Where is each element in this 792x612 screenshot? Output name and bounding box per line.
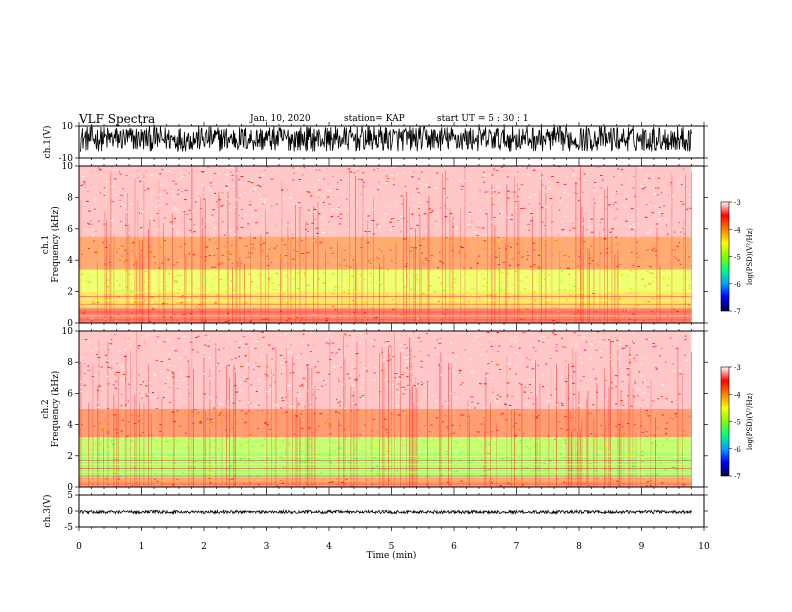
spectrogram-panel-ch2 xyxy=(79,331,692,487)
xtick-label-5: 5 xyxy=(389,542,395,552)
colorbar-tick-1-2: -5 xyxy=(734,254,741,262)
colorbar-tick-2-2: -5 xyxy=(734,419,741,427)
colorbar-tick-1-1: -4 xyxy=(734,226,741,234)
ytick-label-3-0: 0 xyxy=(67,483,73,493)
panel-frame-3: 0 2 4 6 8 10 ch.2 Frequency (kHz) xyxy=(41,327,708,493)
colorbar-2: -3 -4 -5 -6 -7 log(PSD)(V²/Hz) xyxy=(720,364,754,481)
xtick-label-0: 0 xyxy=(76,542,82,552)
xtick-label-9: 9 xyxy=(639,542,645,552)
xtick-label-1: 1 xyxy=(139,542,145,552)
xtick-label-6: 6 xyxy=(451,542,457,552)
ytick-label-2-5: 10 xyxy=(62,162,74,172)
ytick-label-3-1: 2 xyxy=(67,452,73,462)
station-label: station= KAP xyxy=(344,114,405,124)
colorbar-tick-1-3: -6 xyxy=(734,281,741,289)
xtick-label-7: 7 xyxy=(514,542,520,552)
ylabel-frequency-2: Frequency (kHz) xyxy=(50,206,61,283)
ytick-label-4-2: -5 xyxy=(64,523,73,533)
ytick-label-2-1: 2 xyxy=(67,288,73,298)
ytick-label-2-3: 6 xyxy=(67,225,73,235)
colorbar-gradient-1 xyxy=(720,201,730,312)
spectrogram-band-ch2-3 xyxy=(79,409,692,438)
colorbar-tick-1-4: -7 xyxy=(734,308,741,316)
waveform-trace-ch1 xyxy=(79,124,692,153)
xtick-label-4: 4 xyxy=(326,542,332,552)
colorbar-tick-1-0: -3 xyxy=(734,199,741,207)
xtick-label-8: 8 xyxy=(576,542,582,552)
ytick-label-3-4: 8 xyxy=(67,358,73,368)
colorbar-tick-2-0: -3 xyxy=(734,364,741,372)
x-axis: 0 1 2 3 4 5 6 7 8 9 10 Time (min) xyxy=(76,542,710,561)
ytick-label-1-1: -10 xyxy=(59,154,74,164)
colorbar-label-2: log(PSD)(V²/Hz) xyxy=(746,393,754,450)
spectrogram-panel-ch1 xyxy=(79,166,692,323)
ytick-label-2-4: 8 xyxy=(67,193,73,203)
ytick-label-1-0: 10 xyxy=(62,122,74,132)
colorbar-tick-2-4: -7 xyxy=(734,473,741,481)
ylabel-channel-3: ch.2 xyxy=(41,399,51,418)
start-ut-label: start UT = 5 : 30 : 1 xyxy=(437,114,529,124)
x-axis-label: Time (min) xyxy=(367,550,417,561)
colorbar-1: -3 -4 -5 -6 -7 log(PSD)(V²/Hz) xyxy=(720,199,754,316)
ytick-label-2-0: 0 xyxy=(67,319,73,329)
colorbar-tick-2-3: -6 xyxy=(734,446,741,454)
ytick-label-3-2: 4 xyxy=(67,421,73,431)
spectrogram-band-ch1-4 xyxy=(79,166,692,237)
chart-title: VLF Spectra xyxy=(79,112,156,126)
ytick-label-4-0: 5 xyxy=(67,491,73,501)
xtick-label-3: 3 xyxy=(264,542,270,552)
ytick-label-3-3: 6 xyxy=(67,389,73,399)
panel-frame-2: 0 2 4 6 8 10 ch.1 Frequency (kHz) xyxy=(41,162,708,329)
ytick-label-3-5: 10 xyxy=(62,327,74,337)
ytick-label-2-2: 4 xyxy=(67,256,73,266)
panel-frame-1: 10 -10 ch.1(V) xyxy=(42,122,708,164)
waveform-trace-ch3 xyxy=(79,508,692,516)
waveform-panel-ch3 xyxy=(79,508,692,516)
xtick-label-10: 10 xyxy=(698,542,710,552)
spectrogram-band-ch2-2 xyxy=(79,437,692,453)
ylabel-channel-2: ch.1 xyxy=(41,235,51,254)
waveform-panel-ch1 xyxy=(79,124,692,153)
colorbar-tick-2-1: -4 xyxy=(734,391,741,399)
spectrogram-band-ch2-0 xyxy=(79,477,692,487)
observation-date: Jan. 10, 2020 xyxy=(250,114,311,124)
ylabel-4: ch.3(V) xyxy=(42,495,53,528)
xtick-label-2: 2 xyxy=(201,542,207,552)
colorbar-label-1: log(PSD)(V²/Hz) xyxy=(746,228,754,285)
ylabel-1: ch.1(V) xyxy=(42,126,53,159)
ytick-label-4-1: 0 xyxy=(67,507,73,517)
panel-frame-4: 5 0 -5 ch.3(V) xyxy=(42,491,708,533)
spectrogram-band-ch2-4 xyxy=(79,331,692,409)
colorbar-gradient-2 xyxy=(720,366,730,477)
ylabel-frequency-3: Frequency (kHz) xyxy=(50,371,61,448)
